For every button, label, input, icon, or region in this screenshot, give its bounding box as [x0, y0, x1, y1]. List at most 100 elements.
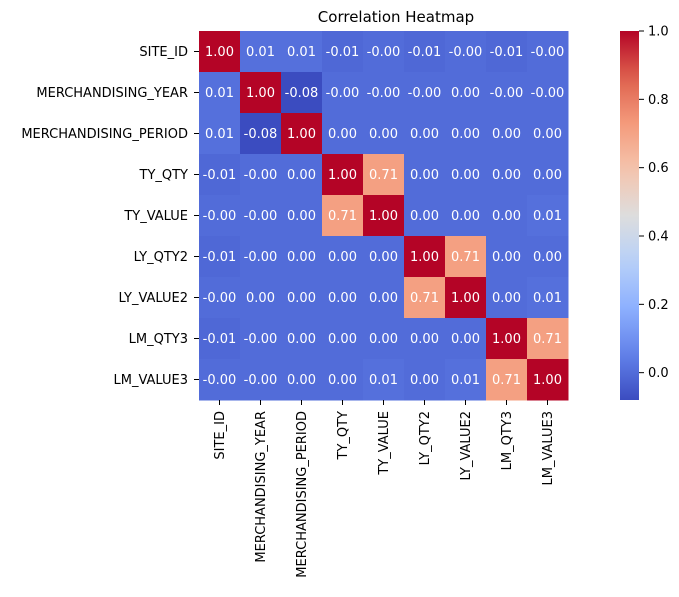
heatmap-cell [445, 31, 487, 73]
heatmap-cell [363, 195, 405, 237]
heatmap-cell [240, 318, 282, 360]
cell-value-label: 0.00 [451, 209, 480, 224]
x-tick-label: MERCHANDISING_YEAR [254, 411, 269, 563]
heatmap-cell [404, 113, 446, 155]
colorbar: 0.0 0.2 0.4 0.6 0.8 1.0 [620, 25, 669, 400]
cell-value-label: 0.00 [369, 127, 398, 142]
cell-value-label: -0.00 [203, 291, 237, 306]
y-axis-tick-labels: SITE_ID MERCHANDISING_YEAR MERCHANDISING_P… [21, 45, 199, 388]
cell-value-label: -0.01 [203, 168, 237, 183]
cell-value-label: 0.00 [287, 291, 316, 306]
cell-value-label: 0.01 [451, 373, 480, 388]
cell-value-label: -0.01 [326, 45, 360, 60]
y-tick-label: LM_QTY3 [129, 332, 188, 347]
heatmap-cell [240, 113, 282, 155]
cell-value-label: -0.00 [326, 86, 360, 101]
heatmap-cell [281, 236, 323, 278]
cell-value-label: -0.00 [408, 86, 442, 101]
cell-value-label: 0.00 [410, 127, 439, 142]
cell-value-label: 0.00 [287, 332, 316, 347]
heatmap-cell [281, 72, 323, 114]
heatmap-cell [404, 154, 446, 196]
cell-value-label: -0.00 [244, 168, 278, 183]
chart-title: Correlation Heatmap [318, 8, 474, 26]
y-tick-label: TY_VALUE [123, 209, 188, 224]
heatmap-cell [322, 277, 364, 319]
cell-value-label: 0.71 [492, 373, 521, 388]
heatmap-cell [486, 359, 528, 401]
heatmap-cell [404, 277, 446, 319]
heatmap-cell [404, 72, 446, 114]
heatmap-cell-labels: 1.00 0.01 0.01 -0.01 -0.00 -0.01 -0.00 -0.01 -0.… [203, 45, 565, 388]
heatmap-cell [404, 195, 446, 237]
cell-value-label: 0.00 [369, 291, 398, 306]
heatmap-cell [199, 31, 241, 73]
heatmap-cell [281, 318, 323, 360]
cell-value-label: 0.00 [410, 209, 439, 224]
cell-value-label: 0.00 [328, 127, 357, 142]
heatmap-cell [445, 113, 487, 155]
cell-value-label: 1.00 [410, 250, 439, 265]
heatmap-cell [281, 31, 323, 73]
colorbar-tick-label: 0.8 [648, 93, 669, 108]
heatmap-cell [363, 277, 405, 319]
heatmap-cell [527, 236, 569, 278]
cell-value-label: 0.71 [369, 168, 398, 183]
cell-value-label: -0.08 [244, 127, 278, 142]
heatmap-cell [199, 277, 241, 319]
cell-value-label: -0.01 [203, 250, 237, 265]
cell-value-label: 0.00 [287, 168, 316, 183]
x-tick-label: LM_VALUE3 [541, 411, 556, 486]
cell-value-label: 0.00 [287, 209, 316, 224]
x-tick-label: MERCHANDISING_PERIOD [295, 411, 310, 578]
cell-value-label: -0.00 [449, 45, 483, 60]
heatmap-cell [240, 195, 282, 237]
heatmap-cell [363, 359, 405, 401]
x-tick-label: TY_QTY [336, 411, 351, 461]
cell-value-label: 0.00 [451, 86, 480, 101]
y-tick-label: SITE_ID [139, 45, 188, 60]
cell-value-label: -0.00 [244, 209, 278, 224]
x-axis-tick-labels: SITE_ID MERCHANDISING_YEAR MERCHANDISING_P… [213, 400, 556, 578]
cell-value-label: 0.00 [410, 168, 439, 183]
cell-value-label: 0.00 [287, 250, 316, 265]
heatmap-cell [240, 154, 282, 196]
cell-value-label: 0.01 [287, 45, 316, 60]
cell-value-label: -0.00 [203, 209, 237, 224]
heatmap-cell [445, 277, 487, 319]
heatmap-cell [404, 318, 446, 360]
heatmap-cell [363, 72, 405, 114]
heatmap-cell [199, 195, 241, 237]
cell-value-label: -0.00 [490, 86, 524, 101]
cell-value-label: 1.00 [205, 45, 234, 60]
heatmap-cell [240, 236, 282, 278]
cell-value-label: 0.00 [533, 127, 562, 142]
colorbar-tick-label: 0.2 [648, 298, 669, 313]
heatmap-cell [527, 113, 569, 155]
cell-value-label: 0.00 [410, 373, 439, 388]
cell-value-label: 0.00 [451, 332, 480, 347]
heatmap-cell [445, 195, 487, 237]
x-tick-label: TY_VALUE [377, 411, 392, 476]
heatmap-cell [281, 154, 323, 196]
heatmap-cell [322, 154, 364, 196]
cell-value-label: 0.01 [205, 127, 234, 142]
heatmap-cell [445, 318, 487, 360]
x-tick-label: LY_VALUE2 [459, 411, 474, 481]
cell-value-label: 0.00 [369, 250, 398, 265]
heatmap-cells [199, 31, 569, 401]
heatmap-cell [486, 318, 528, 360]
heatmap-cell [240, 31, 282, 73]
cell-value-label: 0.71 [410, 291, 439, 306]
colorbar-tick-label: 0.0 [648, 366, 669, 381]
cell-value-label: 0.00 [492, 291, 521, 306]
heatmap-cell [486, 72, 528, 114]
heatmap-cell [527, 359, 569, 401]
heatmap-cell [363, 31, 405, 73]
cell-value-label: 0.00 [328, 291, 357, 306]
cell-value-label: 0.00 [328, 250, 357, 265]
cell-value-label: 0.00 [533, 250, 562, 265]
cell-value-label: 0.00 [328, 373, 357, 388]
heatmap-cell [404, 31, 446, 73]
cell-value-label: 1.00 [451, 291, 480, 306]
